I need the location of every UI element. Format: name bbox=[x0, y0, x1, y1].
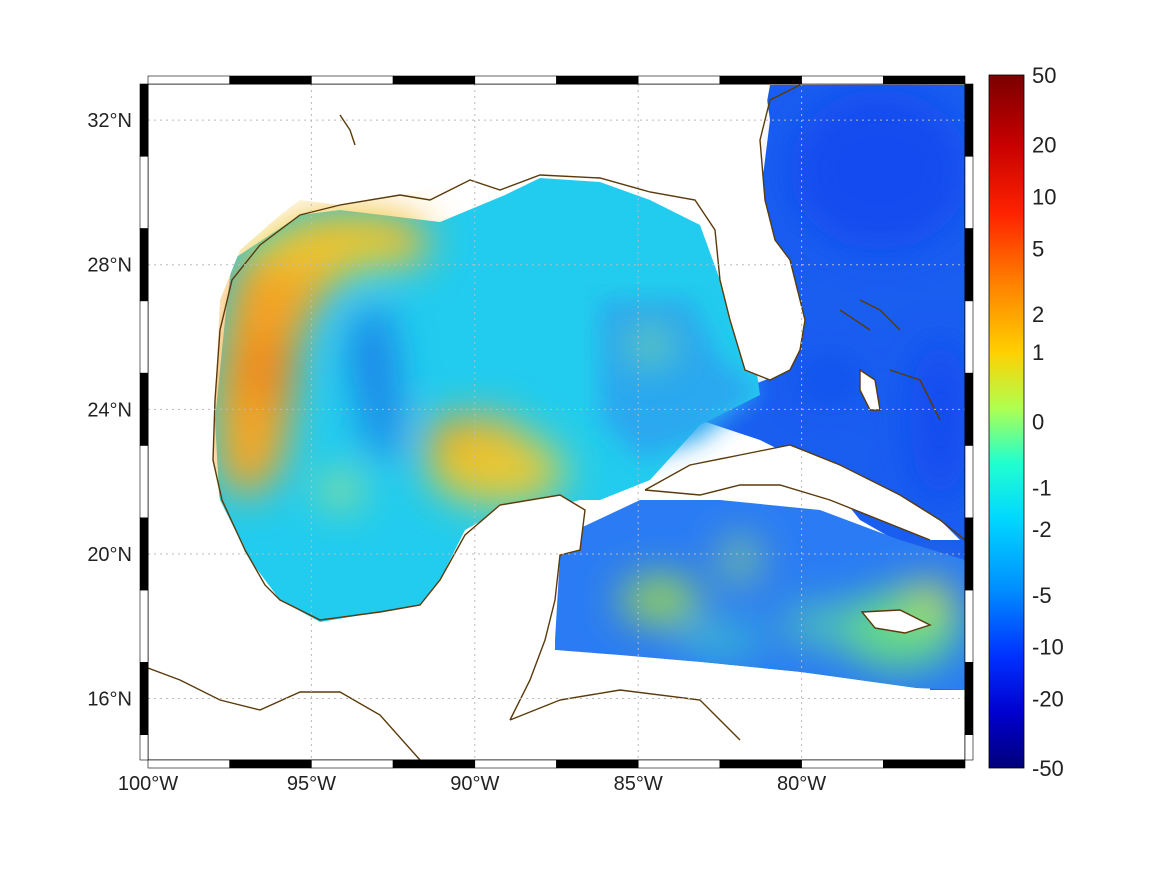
frame-bar-bottom bbox=[311, 759, 394, 769]
lon-tick-label: 100°W bbox=[118, 773, 178, 795]
frame-bar-right bbox=[964, 372, 974, 446]
colorbar-tick-label: 50 bbox=[1032, 63, 1056, 88]
lat-tick-label: 24°N bbox=[87, 399, 132, 421]
frame-bar-top bbox=[147, 75, 230, 85]
frame-bar-bottom bbox=[229, 759, 312, 769]
frame-bar-bottom bbox=[556, 759, 639, 769]
frame-bar-top bbox=[719, 75, 802, 85]
colorbar-tick-label: -5 bbox=[1032, 583, 1052, 608]
frame-bar-bottom bbox=[637, 759, 721, 769]
lon-tick-label: 95°W bbox=[287, 773, 336, 795]
frame-bar-right bbox=[964, 300, 974, 374]
land-florida bbox=[148, 84, 805, 550]
lat-tick-label: 28°N bbox=[87, 255, 132, 277]
frame-bar-top bbox=[556, 75, 639, 85]
land-cuba bbox=[645, 445, 960, 540]
frame-bar-top bbox=[882, 75, 966, 85]
colorbar-tick-label: -1 bbox=[1032, 475, 1052, 500]
lat-tick-label: 20°N bbox=[87, 544, 132, 566]
frame-bar-left bbox=[139, 372, 149, 446]
frame-bar-left bbox=[139, 228, 149, 302]
frame-bar-right bbox=[964, 589, 974, 663]
frame-bar-right bbox=[964, 517, 974, 591]
frame-bar-right bbox=[964, 445, 974, 519]
coastlines bbox=[148, 84, 965, 760]
frame-bar-bottom bbox=[801, 759, 884, 769]
frame-bar-left bbox=[139, 83, 149, 157]
field-gulf bbox=[215, 178, 760, 622]
frame-bar-top bbox=[474, 75, 557, 85]
frame-bar-left bbox=[139, 155, 149, 229]
frame-bar-top bbox=[229, 75, 312, 85]
frame-bar-top bbox=[801, 75, 884, 85]
frame-bar-bottom bbox=[474, 759, 557, 769]
frame-bar-left bbox=[139, 734, 149, 761]
colorbar-tick-label: 10 bbox=[1032, 184, 1056, 209]
coastline-bahamas bbox=[839, 299, 941, 421]
frame-bar-left bbox=[139, 662, 149, 735]
lat-tick-label: 32°N bbox=[87, 110, 132, 132]
frame-bar-left bbox=[139, 517, 149, 591]
land-masks bbox=[148, 84, 965, 760]
lon-tick-label: 85°W bbox=[614, 773, 663, 795]
colorbar-tick-label: 2 bbox=[1032, 302, 1044, 327]
land-yucatan bbox=[148, 495, 585, 760]
lon-tick-label: 90°W bbox=[450, 773, 499, 795]
frame-bar-bottom bbox=[719, 759, 802, 769]
colorbar-gradient bbox=[988, 74, 1025, 769]
frame-bar-bottom bbox=[392, 759, 476, 769]
colorbar-tick-label: -2 bbox=[1032, 517, 1052, 542]
latitude-labels: 32°N 28°N 24°N 20°N 16°N bbox=[87, 110, 132, 710]
map-frame bbox=[139, 75, 974, 769]
colorbar-tick-label: 0 bbox=[1032, 410, 1044, 435]
frame-bar-bottom bbox=[882, 759, 966, 769]
land-jamaica bbox=[862, 610, 930, 633]
coastline-cuba bbox=[644, 444, 965, 541]
lat-tick-label: 16°N bbox=[87, 689, 132, 711]
lon-tick-label: 80°W bbox=[777, 773, 826, 795]
frame-bar-right bbox=[964, 83, 974, 157]
colorbar-tick-label: 20 bbox=[1032, 132, 1056, 157]
frame-bar-bottom bbox=[147, 759, 230, 769]
coastline-gulf bbox=[148, 84, 806, 760]
frame-bar-right bbox=[964, 734, 974, 761]
colorbar-tick-label: -20 bbox=[1032, 687, 1064, 712]
colorbar-tick-label: -10 bbox=[1032, 635, 1064, 660]
frame-bar-left bbox=[139, 445, 149, 519]
frame-bar-left bbox=[139, 589, 149, 663]
colorbar-tick-label: 1 bbox=[1032, 340, 1044, 365]
frame-bar-right bbox=[964, 155, 974, 229]
frame-bar-top bbox=[392, 75, 476, 85]
colorbar-tick-label: 5 bbox=[1032, 236, 1044, 261]
longitude-labels: 100°W 95°W 90°W 85°W 80°W bbox=[118, 773, 826, 795]
frame-bar-top bbox=[311, 75, 394, 85]
coastline-jamaica bbox=[860, 609, 932, 634]
frame-bar-top bbox=[637, 75, 721, 85]
frame-bar-right bbox=[964, 228, 974, 302]
frame-bar-right bbox=[964, 662, 974, 735]
data-field bbox=[215, 85, 965, 690]
frame-bar-left bbox=[139, 300, 149, 374]
colorbar-tick-label: -50 bbox=[1032, 756, 1064, 781]
